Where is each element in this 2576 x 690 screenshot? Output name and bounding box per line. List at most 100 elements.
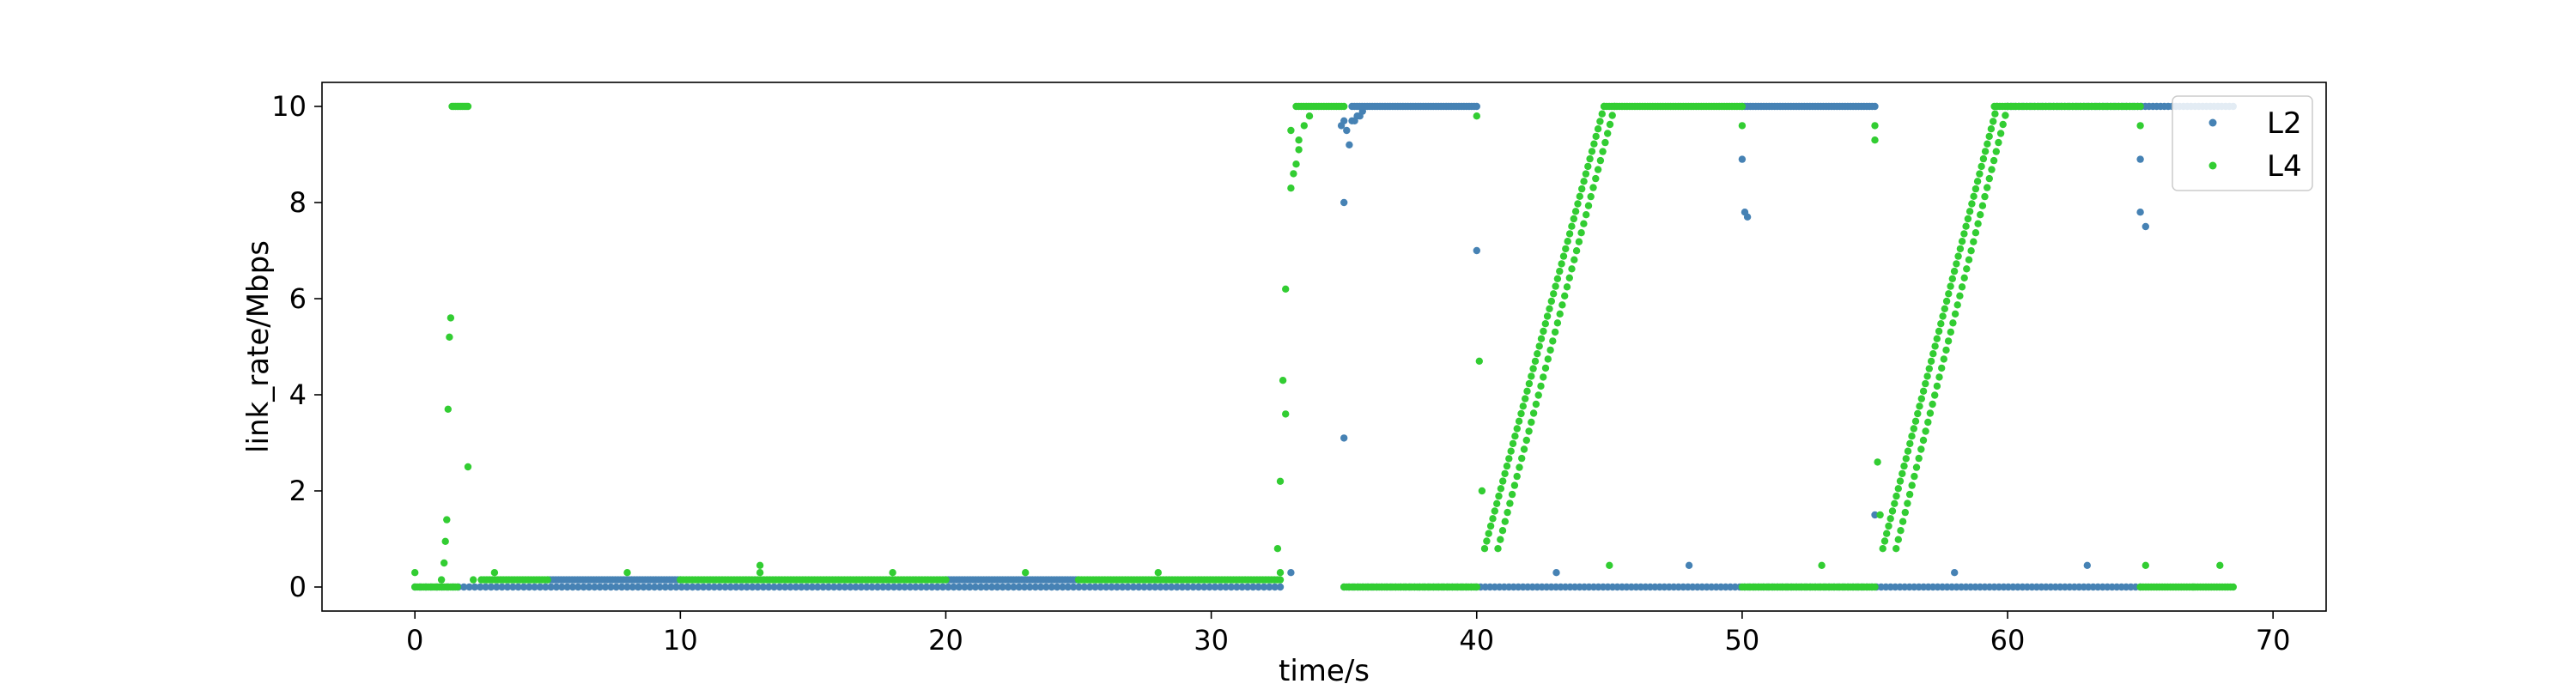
x-tick-label: 30	[1194, 624, 1229, 657]
data-point-l4	[1483, 537, 1491, 545]
data-point-l4	[1580, 178, 1588, 185]
data-point-l2	[847, 583, 854, 591]
data-point-l4	[1876, 511, 1884, 519]
data-point-l4	[1960, 230, 1968, 238]
data-point-l2	[471, 583, 479, 591]
data-point-l4	[1981, 192, 1989, 201]
data-point-l4	[1305, 112, 1314, 120]
data-point-l2	[2083, 561, 2091, 569]
data-point-l4	[1596, 156, 1605, 165]
data-point-l4	[1565, 274, 1574, 281]
data-point-l4	[1504, 508, 1511, 517]
data-point-l2	[1227, 583, 1236, 591]
x-tick-label: 70	[2256, 624, 2291, 657]
data-point-l2	[922, 583, 931, 591]
data-point-l4	[544, 576, 551, 584]
data-point-l4	[1577, 229, 1585, 237]
data-point-l2	[591, 583, 598, 591]
data-point-l4	[1497, 536, 1504, 543]
data-point-l2	[1340, 117, 1348, 124]
data-point-l2	[563, 583, 571, 591]
data-point-l4	[1929, 400, 1936, 409]
data-point-l4	[1532, 400, 1540, 409]
legend-label-l2: L2	[2267, 106, 2302, 141]
data-point-l2	[689, 583, 696, 591]
data-point-l4	[1970, 192, 1978, 200]
data-point-l4	[1971, 229, 1980, 237]
data-point-l4	[1606, 120, 1614, 129]
data-point-l2	[568, 583, 577, 591]
data-point-l2	[498, 583, 506, 591]
data-point-l4	[1885, 522, 1893, 530]
data-point-l4	[1970, 238, 1978, 245]
data-point-l2	[743, 583, 750, 591]
data-point-l4	[1549, 337, 1557, 345]
data-point-l4	[623, 569, 631, 577]
data-point-l2	[1119, 583, 1127, 591]
data-point-l2	[531, 583, 538, 591]
data-point-l4	[1556, 310, 1564, 318]
data-point-l4	[1290, 170, 1297, 178]
data-point-l4	[2003, 102, 2012, 111]
data-point-l4	[1601, 138, 1609, 147]
data-point-l4	[1582, 170, 1590, 178]
data-point-l4	[1947, 328, 1954, 336]
data-point-l4	[1535, 342, 1543, 350]
data-point-l2	[585, 583, 593, 591]
data-point-l2	[694, 583, 702, 591]
data-point-l4	[756, 569, 764, 577]
data-point-l4	[1561, 292, 1569, 300]
data-point-l4	[1529, 365, 1537, 372]
data-point-l4	[1571, 256, 1578, 263]
data-point-l4	[453, 583, 461, 591]
data-point-l4	[1985, 174, 1993, 183]
data-point-l4	[1893, 545, 1900, 553]
data-point-l4	[1494, 545, 1502, 553]
data-point-l4	[1990, 118, 1997, 125]
data-point-l4	[1912, 463, 1921, 471]
data-point-l2	[1184, 583, 1192, 591]
data-point-l4	[2229, 583, 2237, 591]
data-point-l4	[1531, 357, 1540, 366]
data-point-l4	[1478, 487, 1486, 495]
data-point-l2	[672, 583, 680, 591]
data-point-l2	[465, 583, 473, 591]
data-point-l2	[1086, 583, 1094, 591]
data-point-l2	[1343, 126, 1351, 135]
data-point-l2	[1238, 583, 1246, 591]
data-point-l2	[884, 583, 892, 591]
data-point-l2	[1140, 583, 1148, 591]
data-point-l2	[1271, 583, 1279, 591]
data-point-l4	[1908, 433, 1916, 440]
data-point-l2	[1200, 583, 1208, 591]
data-point-l2	[1217, 583, 1224, 591]
data-point-l4	[1599, 148, 1607, 155]
data-point-l4	[1495, 492, 1503, 500]
data-point-l2	[950, 583, 957, 591]
data-point-l4	[1922, 427, 1929, 435]
data-point-l4	[1979, 154, 1988, 163]
data-point-l2	[1552, 569, 1560, 577]
data-point-l2	[749, 583, 756, 591]
data-point-l2	[1053, 583, 1061, 591]
data-point-l4	[1937, 320, 1945, 328]
x-tick-label: 0	[406, 624, 423, 657]
data-point-l4	[1509, 439, 1517, 448]
data-point-l2	[710, 583, 718, 591]
data-point-l2	[1168, 583, 1176, 591]
data-point-l4	[1900, 462, 1908, 470]
data-point-l4	[1958, 238, 1966, 245]
data-point-l4	[1977, 211, 1984, 219]
data-point-l4	[490, 569, 499, 577]
data-point-l2	[1871, 102, 1879, 111]
data-point-l4	[1738, 122, 1747, 130]
data-point-l4	[1510, 481, 1519, 489]
data-point-l2	[1951, 569, 1959, 577]
data-point-l2	[1178, 583, 1187, 591]
data-point-l2	[982, 583, 990, 591]
data-point-l2	[542, 583, 550, 591]
y-tick-label: 8	[289, 186, 307, 219]
data-point-l2	[901, 583, 908, 591]
data-point-l4	[1565, 230, 1574, 238]
